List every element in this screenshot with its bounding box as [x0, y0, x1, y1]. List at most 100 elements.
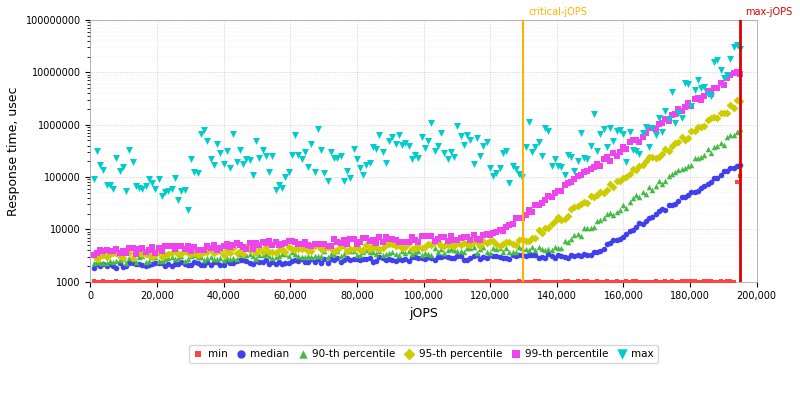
90-th percentile	[266, 255, 278, 261]
min	[318, 278, 330, 284]
95-th percentile	[282, 244, 295, 250]
99-th percentile	[350, 241, 363, 247]
99-th percentile	[328, 236, 341, 242]
median	[704, 179, 717, 186]
median	[178, 261, 191, 268]
95-th percentile	[506, 241, 519, 248]
99-th percentile	[295, 240, 308, 247]
median	[620, 230, 633, 237]
median	[428, 257, 441, 263]
median	[289, 257, 302, 263]
99-th percentile	[597, 156, 610, 162]
median	[694, 185, 707, 192]
99-th percentile	[224, 244, 237, 251]
99-th percentile	[357, 235, 370, 242]
max	[139, 182, 152, 189]
95-th percentile	[500, 239, 513, 246]
median	[409, 254, 422, 260]
max	[708, 59, 721, 66]
90-th percentile	[237, 252, 250, 259]
90-th percentile	[470, 250, 483, 256]
max	[399, 140, 412, 146]
99-th percentile	[656, 120, 669, 126]
min	[227, 278, 240, 285]
median	[155, 260, 168, 266]
min	[714, 278, 727, 284]
max	[464, 137, 477, 143]
max	[497, 150, 510, 156]
99-th percentile	[217, 243, 230, 249]
99-th percentile	[262, 238, 275, 244]
max	[415, 134, 428, 140]
max	[253, 155, 266, 162]
99-th percentile	[123, 245, 136, 251]
max	[273, 182, 286, 188]
99-th percentile	[711, 84, 724, 91]
95-th percentile	[234, 248, 246, 254]
90-th percentile	[418, 250, 431, 256]
min	[321, 278, 334, 284]
min	[237, 278, 250, 285]
90-th percentile	[314, 253, 327, 260]
90-th percentile	[646, 187, 658, 193]
99-th percentile	[139, 249, 152, 256]
median	[152, 260, 165, 266]
median	[331, 255, 344, 261]
max	[103, 182, 116, 188]
min	[581, 278, 594, 284]
min	[308, 278, 321, 285]
min	[383, 278, 396, 285]
90-th percentile	[162, 255, 174, 262]
90-th percentile	[286, 248, 298, 255]
99-th percentile	[142, 246, 155, 253]
95-th percentile	[198, 249, 210, 255]
max	[500, 148, 513, 154]
95-th percentile	[383, 240, 396, 247]
median	[497, 254, 510, 261]
90-th percentile	[331, 247, 344, 254]
max	[506, 163, 519, 169]
99-th percentile	[191, 246, 204, 253]
95-th percentile	[295, 246, 308, 252]
99-th percentile	[636, 134, 649, 140]
90-th percentile	[146, 254, 158, 260]
min	[529, 278, 542, 284]
90-th percentile	[347, 248, 360, 254]
95-th percentile	[542, 224, 554, 231]
min	[636, 278, 649, 285]
max	[246, 172, 259, 178]
median	[194, 262, 207, 268]
95-th percentile	[549, 218, 562, 224]
95-th percentile	[694, 124, 707, 130]
99-th percentile	[568, 176, 581, 182]
99-th percentile	[477, 231, 490, 238]
99-th percentile	[318, 241, 330, 248]
max	[331, 154, 344, 161]
95-th percentile	[486, 238, 499, 244]
99-th percentile	[402, 238, 415, 245]
median	[324, 256, 337, 262]
median	[574, 252, 587, 259]
95-th percentile	[584, 192, 597, 199]
min	[519, 278, 532, 285]
min	[649, 278, 662, 284]
max	[194, 130, 207, 137]
median	[480, 255, 493, 261]
median	[685, 189, 698, 195]
min	[354, 278, 366, 285]
90-th percentile	[204, 254, 217, 260]
90-th percentile	[558, 238, 571, 244]
95-th percentile	[334, 243, 347, 249]
90-th percentile	[338, 251, 350, 257]
95-th percentile	[474, 243, 486, 249]
90-th percentile	[701, 146, 714, 152]
min	[169, 278, 182, 285]
99-th percentile	[324, 242, 337, 249]
99-th percentile	[87, 252, 100, 258]
median	[708, 175, 721, 181]
min	[718, 278, 730, 285]
99-th percentile	[149, 250, 162, 256]
median	[282, 260, 295, 266]
90-th percentile	[538, 246, 551, 253]
min	[675, 278, 688, 284]
